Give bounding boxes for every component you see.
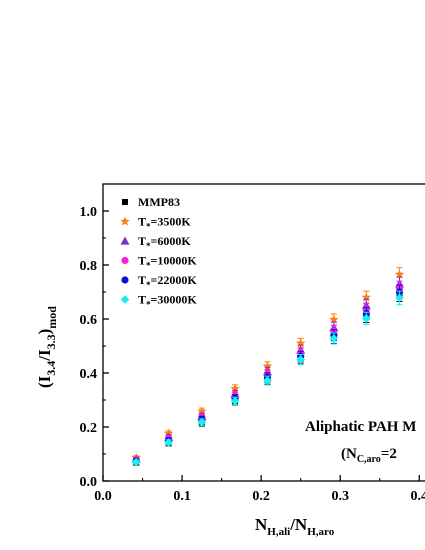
legend-marker <box>122 199 128 205</box>
x-axis-label-sub1: H,ali <box>267 526 290 538</box>
legend-marker <box>120 216 130 226</box>
legend-marker <box>120 236 130 245</box>
data-point <box>395 293 404 303</box>
data-point <box>263 376 272 385</box>
legend-marker <box>121 276 129 284</box>
legend-label: T*=6000K <box>138 234 191 251</box>
data-point <box>197 417 207 427</box>
y-tick-label: 0.0 <box>80 475 98 490</box>
y-axis-label-sub2: 3.3 <box>44 334 58 349</box>
x-axis-label: NH,ali/NH,aro <box>255 515 335 538</box>
legend-label: T*=10000K <box>138 254 197 271</box>
annotation-line2-sub: C,aro <box>357 454 381 465</box>
data-point <box>394 269 405 279</box>
legend-item: T*=30000K <box>120 293 197 310</box>
plot-frame <box>102 183 425 482</box>
annotation-line2-main: (N <box>341 446 357 462</box>
legend-label-main: T <box>138 254 146 268</box>
series-t-30000k <box>131 290 404 467</box>
legend-label-main: T <box>138 273 146 287</box>
legend-marker <box>120 295 130 304</box>
data-point <box>197 406 207 416</box>
legend-label: T*=30000K <box>138 293 197 310</box>
legend-item: MMP83 <box>122 195 180 209</box>
legend-item: T*=3500K <box>120 215 191 232</box>
legend-label-main: T <box>138 293 146 307</box>
y-axis-label-sub3: mod <box>45 306 59 329</box>
legend-label-sub: * <box>146 241 151 251</box>
x-axis-label-mid: /N <box>289 515 308 534</box>
x-tick-label: 0.2 <box>252 489 270 504</box>
data-point <box>295 338 306 348</box>
y-axis-label-sub1: 3.4 <box>44 361 58 376</box>
y-axis-label-mid: /I <box>35 349 54 362</box>
y-tick-label: 0.8 <box>80 259 98 274</box>
legend-label-main: MMP83 <box>138 195 180 209</box>
legend-item: T*=10000K <box>121 254 197 271</box>
data-points <box>131 267 405 467</box>
legend-label-main: T <box>138 215 146 229</box>
legend-label-sub: * <box>146 280 151 290</box>
y-axis-label-tail: ) <box>35 329 54 335</box>
legend-label-tail: =10000K <box>151 254 198 268</box>
y-tick-label: 1.0 <box>80 205 98 220</box>
annotation-line2-tail: =2 <box>381 446 397 462</box>
legend-label: T*=3500K <box>138 215 191 232</box>
legend-label-tail: =22000K <box>151 273 198 287</box>
y-tick-label: 0.4 <box>80 367 98 382</box>
legend-label-sub: * <box>146 261 151 271</box>
legend-item: T*=22000K <box>121 273 197 290</box>
data-point <box>296 355 305 364</box>
x-tick-label: 0.3 <box>331 489 349 504</box>
data-point <box>329 334 339 343</box>
legend-item: T*=6000K <box>120 234 191 251</box>
x-axis-label-main: N <box>255 515 268 534</box>
data-point <box>164 438 173 447</box>
x-tick-label: 0.4 <box>411 489 425 504</box>
annotation-line2: (NC,aro=2 <box>341 446 397 465</box>
data-point <box>230 396 240 406</box>
legend-label-tail: =30000K <box>151 293 198 307</box>
annotation-line1: Aliphatic PAH M <box>305 419 416 435</box>
y-axis-label-main: (I <box>35 375 54 388</box>
y-tick-label: 0.2 <box>80 421 98 436</box>
x-tick-label: 0.1 <box>173 489 191 504</box>
x-tick-label: 0.0 <box>94 489 112 504</box>
data-point <box>329 314 339 324</box>
y-tick-label: 0.6 <box>80 313 98 328</box>
y-axis-label: (I3.4/I3.3)mod <box>35 306 59 388</box>
data-point <box>262 361 273 371</box>
legend-label-main: T <box>138 234 146 248</box>
legend: MMP83T*=3500KT*=6000KT*=10000KT*=22000KT… <box>120 195 197 310</box>
legend-label-tail: =6000K <box>151 234 192 248</box>
legend-label-tail: =3500K <box>151 215 192 229</box>
data-point <box>230 383 240 393</box>
legend-label-sub: * <box>146 300 151 310</box>
legend-label: MMP83 <box>138 195 180 209</box>
legend-label-sub: * <box>146 222 151 232</box>
y-axis: 0.0 0.2 0.4 0.6 0.8 1.0 <box>80 205 109 490</box>
data-point <box>362 314 371 323</box>
x-axis-label-sub2: H,aro <box>307 526 334 538</box>
data-point <box>361 292 372 302</box>
x-axis: 0.0 0.1 0.2 0.3 0.4 <box>94 475 425 504</box>
legend-marker <box>121 256 129 265</box>
data-point <box>131 457 141 467</box>
legend-label: T*=22000K <box>138 273 197 290</box>
